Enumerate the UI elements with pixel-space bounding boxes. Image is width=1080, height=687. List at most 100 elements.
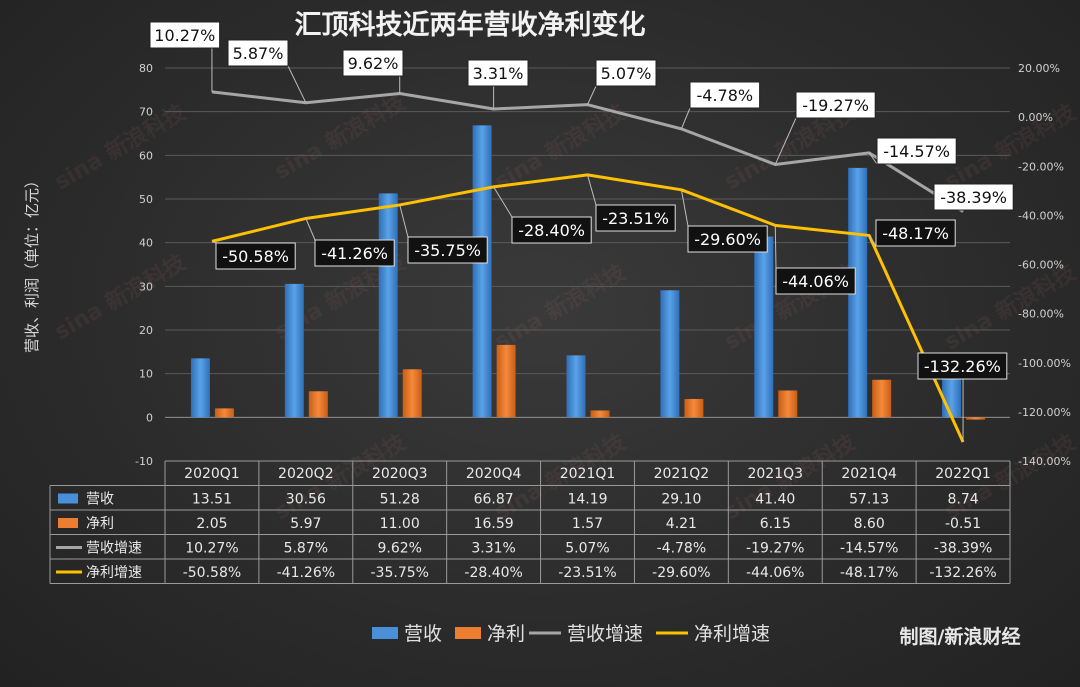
y2-tick-label: -20.00% [1018, 160, 1064, 173]
table-cell: 57.13 [849, 492, 889, 508]
callout-net-profit-growth-label: -50.58% [222, 247, 289, 266]
bar-revenue [190, 358, 210, 418]
callout-leader [493, 186, 513, 218]
table-key-swatch [58, 518, 78, 528]
table-key-swatch [58, 493, 78, 504]
table-cell: 14.19 [567, 492, 607, 508]
bar-revenue [942, 379, 962, 418]
callout-net-profit-growth-box [875, 219, 956, 247]
callout-leader [305, 218, 316, 241]
table-row-label: 净利增速 [86, 565, 142, 581]
bar-net-profit [308, 391, 328, 418]
callout-revenue-growth-label: 5.87% [233, 44, 284, 63]
y-tick-label: 30 [139, 280, 153, 293]
y-tick-label: 0 [146, 411, 153, 424]
callout-revenue-growth-box [595, 59, 657, 87]
bar-revenue [848, 167, 868, 418]
bar-net-profit [590, 410, 610, 418]
table-row-label: 净利 [86, 516, 114, 532]
bar-revenue [284, 283, 304, 418]
callout-leader [680, 107, 691, 130]
y-tick-label: 50 [139, 193, 153, 206]
table-header-cell: 2022Q1 [935, 466, 991, 482]
watermark-text: sina 新浪科技 [270, 89, 411, 185]
callout-leader [211, 240, 217, 244]
table-cell: 1.57 [572, 516, 603, 532]
table-header-cell: 2020Q2 [278, 466, 334, 482]
legend-swatch [372, 627, 398, 639]
table-row-label: 营收增速 [86, 541, 142, 557]
bar-net-profit [684, 398, 704, 418]
callout-net-profit-growth-label: -44.06% [782, 272, 849, 291]
callout-revenue-growth-label: -14.57% [883, 142, 950, 161]
bar-revenue [378, 193, 398, 418]
callout-revenue-growth-box [149, 21, 221, 49]
y-axis-title: 营收、利润（单位：亿元） [23, 173, 41, 353]
y2-tick-label: -140.00% [1018, 455, 1071, 468]
callout-net-profit-growth-box [314, 239, 395, 267]
bar-net-profit [402, 369, 422, 418]
table-cell: 2.05 [196, 516, 227, 532]
legend-label: 净利 [487, 623, 525, 645]
callout-leader [774, 117, 797, 165]
callout-revenue-growth-box [933, 183, 1014, 211]
callout-net-profit-growth-label: -48.17% [882, 224, 949, 243]
bars [190, 125, 986, 420]
legend-label: 营收 [404, 623, 442, 645]
y2-tick-label: 20.00% [1018, 62, 1060, 75]
y-tick-label: 40 [139, 237, 153, 250]
callout-revenue-growth-box [876, 137, 957, 165]
callout-leader [587, 174, 597, 206]
callout-revenue-growth-label: 9.62% [348, 54, 399, 73]
watermark-text: sina 新浪科技 [50, 249, 191, 345]
watermark-text: sina 新浪科技 [50, 99, 191, 195]
y-tick-label: 80 [139, 62, 153, 75]
table-cell: -35.75% [371, 565, 429, 581]
table-cell: 6.15 [760, 516, 791, 532]
callout-revenue-growth-box [689, 81, 761, 109]
table-cell: 29.10 [661, 492, 701, 508]
callout-net-profit-growth-label: -35.75% [414, 241, 481, 260]
bar-net-profit [214, 408, 234, 418]
callout-net-profit-growth-box [511, 216, 592, 244]
table-cell: -19.27% [746, 541, 804, 557]
table-cell: 8.74 [947, 492, 978, 508]
table-header-cell: 2021Q1 [560, 466, 616, 482]
bar-net-profit [966, 417, 986, 420]
bar-net-profit [496, 344, 516, 418]
callout-revenue-growth-box [795, 91, 876, 119]
table-cell: -41.26% [277, 565, 335, 581]
legend: 营收 净利 营收增速 净利增速 [372, 623, 770, 645]
credit-text: 制图/新浪财经 [900, 625, 1021, 648]
table-cell: 66.87 [474, 492, 514, 508]
callout-revenue-growth-label: 5.07% [601, 64, 652, 83]
bar-revenue [472, 125, 492, 418]
y2-tick-label: -60.00% [1018, 259, 1064, 272]
table-header-cell: 2021Q4 [841, 466, 897, 482]
callout-revenue-growth-label: -38.39% [940, 188, 1007, 207]
table-cell: -0.51 [945, 516, 981, 532]
table-header-cell: 2020Q1 [184, 466, 240, 482]
callout-revenue-growth-label: -4.78% [696, 86, 753, 105]
y2-tick-label: -120.00% [1018, 406, 1071, 419]
legend-label: 营收增速 [567, 623, 643, 645]
table-cell: 41.40 [755, 492, 795, 508]
table-cell: 9.62% [377, 541, 421, 557]
table-cell: -38.39% [934, 541, 992, 557]
y-axis-left: -10 0 10 20 30 40 50 60 70 80 [135, 62, 153, 468]
table-cell: 11.00 [380, 516, 420, 532]
callout-net-profit-growth-box [595, 204, 676, 232]
watermark-text: sina 新浪科技 [940, 99, 1080, 195]
table-cell: -50.58% [183, 565, 241, 581]
callout-leader [399, 204, 409, 238]
table-cell: -132.26% [929, 565, 996, 581]
data-table: 2020Q1 2020Q2 2020Q3 2020Q4 2021Q1 2021Q2 2021… [49, 460, 1011, 584]
watermark-text: sina 新浪科技 [490, 259, 631, 355]
callout-net-profit-growth-label: -41.26% [321, 244, 388, 263]
table-cell: -48.17% [840, 565, 898, 581]
callout-revenue-growth-label: 10.27% [154, 26, 215, 45]
table-cell: -29.60% [652, 565, 710, 581]
bar-net-profit [872, 379, 892, 418]
callout-leader [868, 152, 878, 165]
